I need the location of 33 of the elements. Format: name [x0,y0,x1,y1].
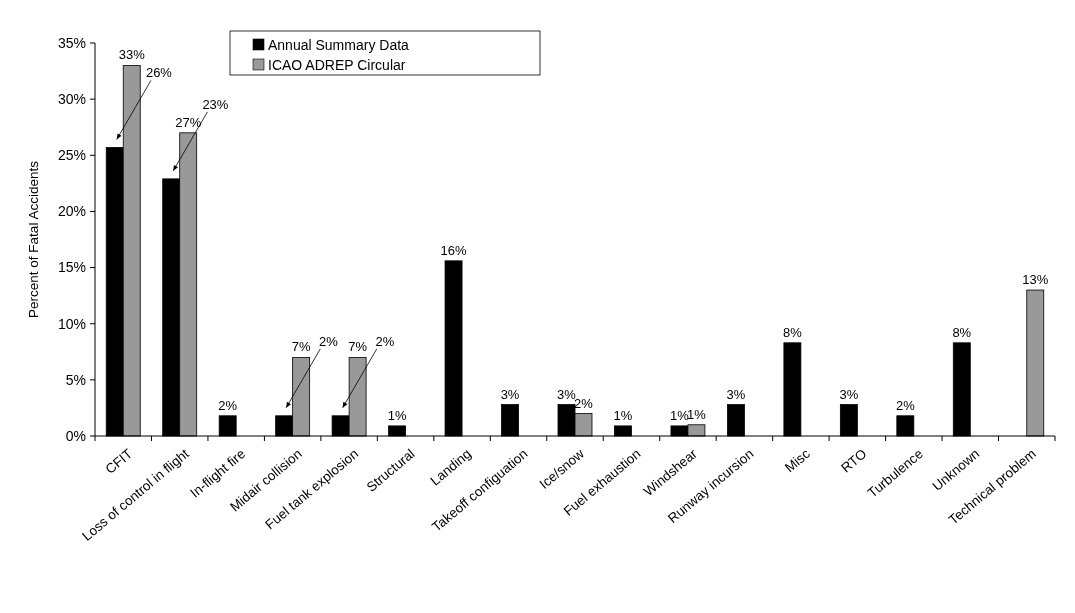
data-label: 1% [387,407,407,423]
data-label: 3% [839,386,859,402]
data-label: 2% [218,397,238,413]
data-label: 1% [613,407,633,423]
y-tick-label: 20% [57,203,86,220]
x-tick-label: Misc [781,445,814,476]
data-label: 13% [1022,272,1049,288]
data-label: 8% [952,324,972,340]
y-tick-label: 0% [65,427,86,444]
data-label: 2% [318,333,339,349]
y-tick-label: 10% [57,315,86,332]
data-label: 26% [145,65,173,81]
data-label: 16% [440,242,467,258]
data-label: 3% [500,386,520,402]
y-tick-label: 25% [57,147,86,164]
data-label: 27% [175,114,202,130]
data-label: 2% [375,333,395,349]
y-tick-label: 15% [57,259,86,276]
y-tick-label: 5% [65,371,86,388]
data-label: 1% [687,406,707,422]
data-label: 8% [782,324,803,340]
legend-label: Annual Summary Data [268,36,410,53]
y-tick-label: 35% [57,34,86,51]
data-label: 2% [895,397,916,413]
data-label: 33% [118,47,146,63]
data-label: 23% [202,96,229,112]
y-tick-label: 30% [57,91,86,108]
data-label: 7% [348,339,368,355]
y-axis-title: Percent of Fatal Accidents [26,160,41,318]
data-label: 3% [726,386,746,402]
legend-label: ICAO ADREP Circular [268,56,406,73]
data-label: 7% [291,339,311,355]
data-label: 1% [670,407,690,423]
